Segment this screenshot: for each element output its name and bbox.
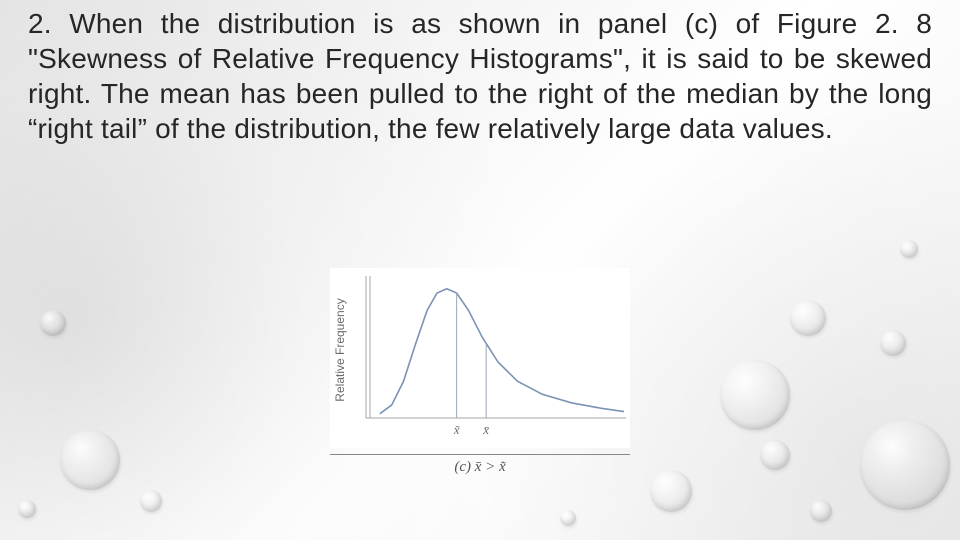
water-droplet xyxy=(860,420,950,510)
water-droplet xyxy=(880,330,906,356)
slide: 2. When the distribution is as shown in … xyxy=(0,0,960,540)
water-droplet xyxy=(40,310,66,336)
y-axis-label: Relative Frequency xyxy=(333,298,347,401)
water-droplet xyxy=(790,300,826,336)
water-droplet xyxy=(60,430,120,490)
caption-prefix: (c) xyxy=(454,459,474,475)
skew-chart-svg: Relative Frequency x̃ x̄ xyxy=(330,268,630,448)
water-droplet xyxy=(560,510,576,526)
caption-expr: x̄ > x̃ xyxy=(475,459,506,475)
figure-caption: (c) x̄ > x̃ xyxy=(330,454,630,476)
mean-label: x̄ xyxy=(482,422,489,437)
body-paragraph: 2. When the distribution is as shown in … xyxy=(28,6,932,146)
water-droplet xyxy=(720,360,790,430)
water-droplet xyxy=(760,440,790,470)
median-label: x̃ xyxy=(453,422,461,437)
water-droplet xyxy=(140,490,162,512)
water-droplet xyxy=(900,240,918,258)
skew-figure: Relative Frequency x̃ x̄ (c) x̄ > x̃ xyxy=(330,268,630,476)
water-droplet xyxy=(18,500,36,518)
water-droplet xyxy=(810,500,832,522)
water-droplet xyxy=(650,470,692,512)
